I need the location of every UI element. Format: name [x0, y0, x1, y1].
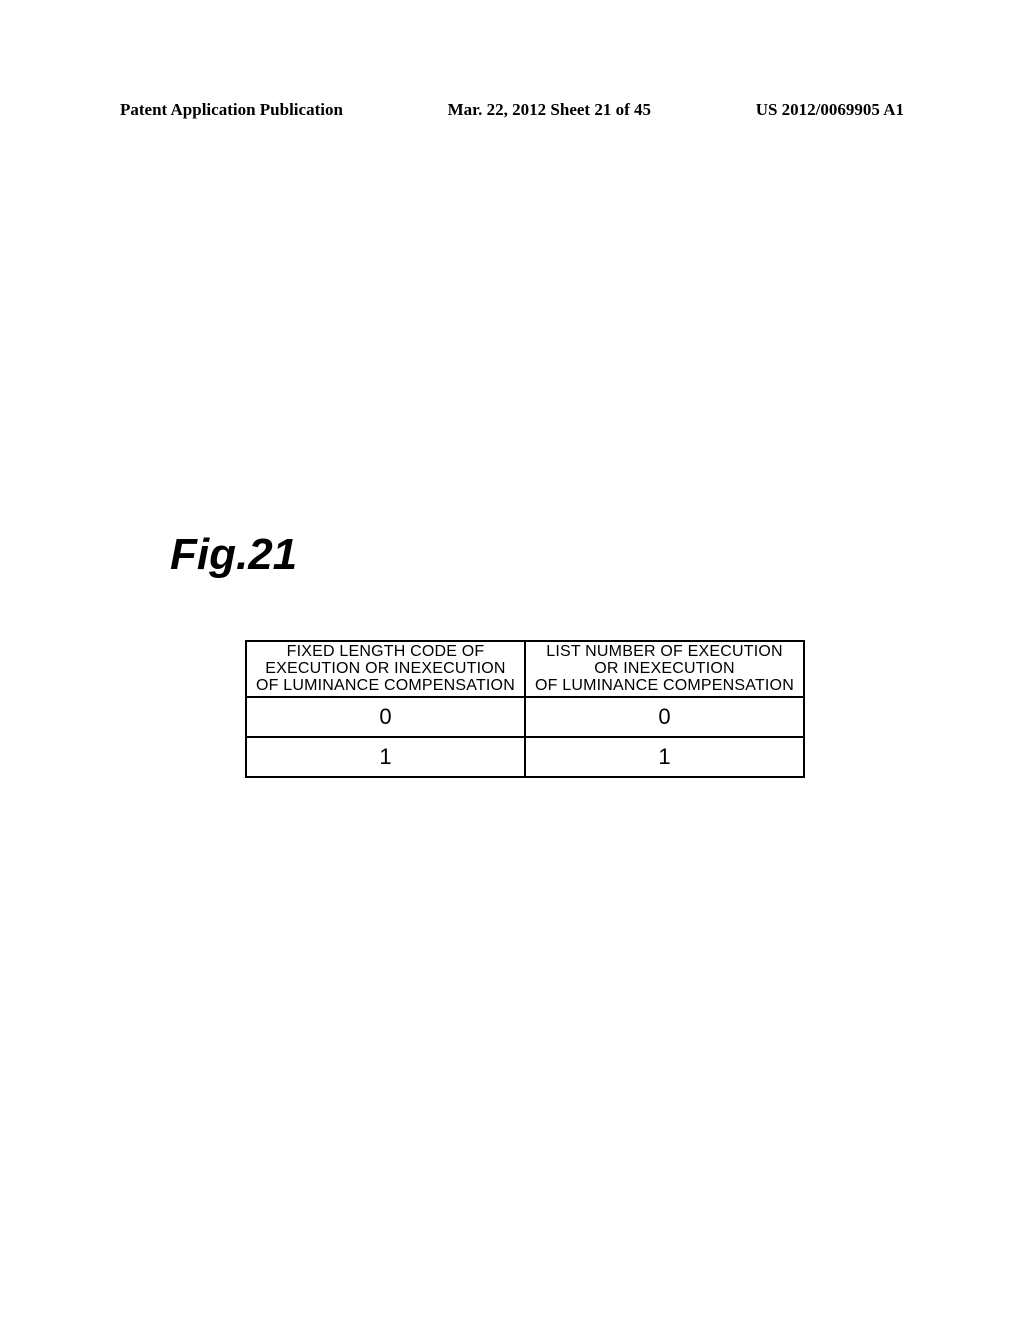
- table-row: 0 0: [246, 697, 804, 737]
- header-col1-line1: LIST NUMBER OF EXECUTION: [546, 643, 783, 660]
- header-col1-line2: OR INEXECUTION: [594, 660, 735, 677]
- publication-title: Patent Application Publication: [120, 100, 343, 120]
- header-col0-line1: FIXED LENGTH CODE OF: [287, 643, 485, 660]
- sheet-info: Mar. 22, 2012 Sheet 21 of 45: [448, 100, 651, 120]
- table-header-col0: FIXED LENGTH CODE OF EXECUTION OR INEXEC…: [246, 641, 525, 697]
- table-row: 1 1: [246, 737, 804, 777]
- table-cell-r0c0: 0: [246, 697, 525, 737]
- table-header-row: FIXED LENGTH CODE OF EXECUTION OR INEXEC…: [246, 641, 804, 697]
- header-col1-line3: OF LUMINANCE COMPENSATION: [535, 677, 794, 694]
- table-container: FIXED LENGTH CODE OF EXECUTION OR INEXEC…: [245, 640, 805, 778]
- page-header: Patent Application Publication Mar. 22, …: [0, 100, 1024, 120]
- table-cell-r1c0: 1: [246, 737, 525, 777]
- header-col0-line3: OF LUMINANCE COMPENSATION: [256, 677, 515, 694]
- figure-label: Fig.21: [170, 530, 297, 580]
- table-header-col1: LIST NUMBER OF EXECUTION OR INEXECUTION …: [525, 641, 804, 697]
- table-cell-r0c1: 0: [525, 697, 804, 737]
- luminance-compensation-table: FIXED LENGTH CODE OF EXECUTION OR INEXEC…: [245, 640, 805, 778]
- publication-number: US 2012/0069905 A1: [756, 100, 904, 120]
- header-col0-line2: EXECUTION OR INEXECUTION: [265, 660, 505, 677]
- table-cell-r1c1: 1: [525, 737, 804, 777]
- header-row: Patent Application Publication Mar. 22, …: [120, 100, 904, 120]
